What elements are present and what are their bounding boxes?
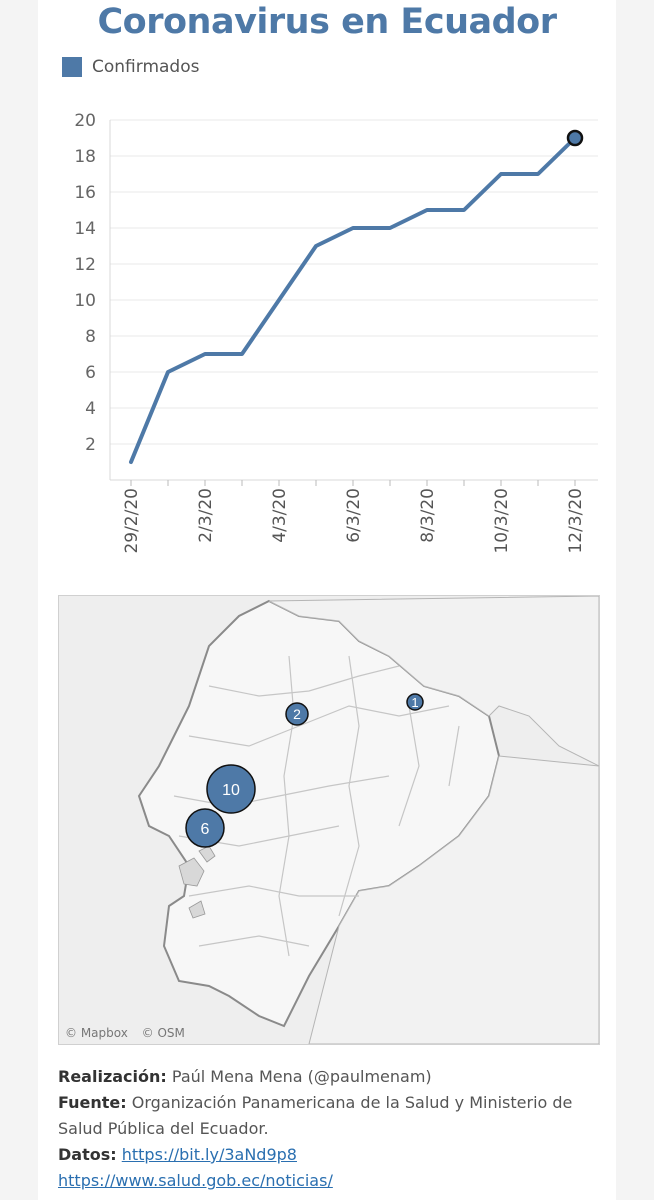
footer-link2: https://www.salud.gob.ec/noticias/ bbox=[58, 1168, 618, 1194]
datos-link[interactable]: https://bit.ly/3aNd9p8 bbox=[121, 1145, 297, 1164]
y-tick-label: 20 bbox=[74, 111, 96, 131]
legend-swatch bbox=[62, 57, 82, 77]
fuente-label: Fuente: bbox=[58, 1093, 127, 1112]
footer-fuente: Fuente: Organización Panamericana de la … bbox=[58, 1090, 618, 1142]
bubble-sucumbios[interactable]: 1 bbox=[406, 693, 424, 711]
y-tick-label: 14 bbox=[74, 219, 96, 239]
realizacion-value: Paúl Mena Mena (@paulmenam) bbox=[171, 1067, 432, 1086]
footer: Realización: Paúl Mena Mena (@paulmenam)… bbox=[58, 1064, 618, 1194]
salud-link[interactable]: https://www.salud.gob.ec/noticias/ bbox=[58, 1171, 333, 1190]
y-tick-label: 8 bbox=[85, 327, 96, 347]
peru-land bbox=[308, 755, 599, 1044]
y-tick-label: 18 bbox=[74, 147, 96, 167]
bubble-quito[interactable]: 2 bbox=[285, 702, 309, 726]
realizacion-label: Realización: bbox=[58, 1067, 167, 1086]
x-tick-label: 12/3/20 bbox=[566, 488, 586, 554]
datos-label: Datos: bbox=[58, 1145, 117, 1164]
bubble-label: 2 bbox=[293, 706, 301, 722]
x-tick-label: 2/3/20 bbox=[196, 488, 216, 543]
bubble-los-rios[interactable]: 10 bbox=[206, 764, 256, 814]
y-tick-label: 2 bbox=[85, 435, 96, 455]
footer-realizacion: Realización: Paúl Mena Mena (@paulmenam) bbox=[58, 1064, 618, 1090]
x-tick-label: 4/3/20 bbox=[270, 488, 290, 543]
neighbor-land bbox=[268, 596, 599, 767]
fuente-value: Organización Panamericana de la Salud y … bbox=[58, 1093, 573, 1138]
map-panel[interactable]: 2 1 10 6 © Mapbox © OSM bbox=[58, 595, 600, 1045]
y-tick-label: 12 bbox=[74, 255, 96, 275]
x-tick-label: 6/3/20 bbox=[344, 488, 364, 543]
bubble-label: 10 bbox=[222, 782, 240, 799]
series-line-confirmados bbox=[129, 136, 577, 464]
line-chart: 2 4 6 8 10 12 14 16 18 20 29/2/20 2/3/20 4/3/20 6/3/2… bbox=[74, 111, 598, 554]
legend-label: Confirmados bbox=[92, 57, 200, 77]
y-tick-label: 16 bbox=[74, 183, 96, 203]
x-tick-label: 8/3/20 bbox=[418, 488, 438, 543]
last-point-marker bbox=[566, 129, 584, 147]
bubble-label: 1 bbox=[411, 695, 418, 710]
footer-datos: Datos: https://bit.ly/3aNd9p8 bbox=[58, 1142, 618, 1168]
y-tick-label: 10 bbox=[74, 291, 96, 311]
bubble-guayas[interactable]: 6 bbox=[185, 808, 225, 848]
chart-legend: Confirmados bbox=[62, 57, 199, 77]
credit-osm[interactable]: © OSM bbox=[141, 1026, 185, 1040]
coastal-islands bbox=[178, 845, 216, 919]
ecuador-map: 2 1 10 6 bbox=[59, 596, 599, 1044]
x-tick-label: 10/3/20 bbox=[492, 488, 512, 554]
page-title: Coronavirus en Ecuador bbox=[97, 2, 557, 42]
x-tick-label: 29/2/20 bbox=[122, 488, 142, 554]
y-tick-label: 6 bbox=[85, 363, 96, 383]
y-tick-label: 4 bbox=[85, 399, 96, 419]
bubble-label: 6 bbox=[201, 821, 210, 838]
credit-mapbox[interactable]: © Mapbox bbox=[65, 1026, 128, 1040]
map-credits: © Mapbox © OSM bbox=[65, 1026, 195, 1040]
